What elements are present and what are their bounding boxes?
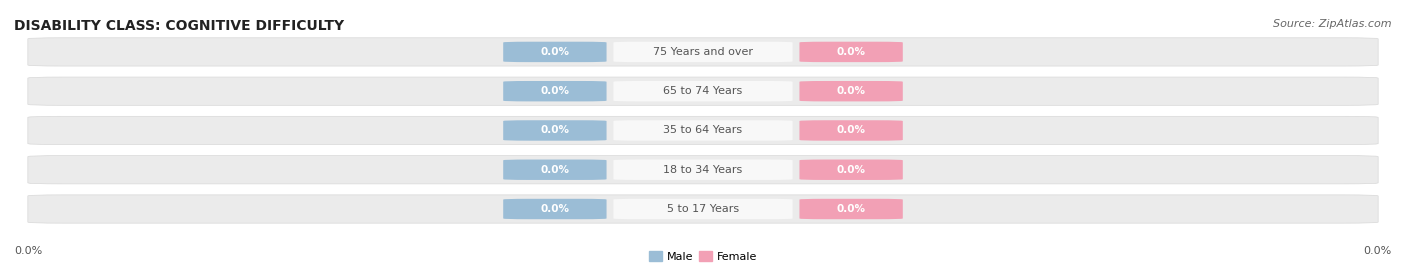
Text: 5 to 17 Years: 5 to 17 Years	[666, 204, 740, 214]
FancyBboxPatch shape	[503, 81, 606, 101]
Text: 0.0%: 0.0%	[837, 47, 866, 57]
FancyBboxPatch shape	[28, 38, 1378, 66]
FancyBboxPatch shape	[800, 120, 903, 141]
FancyBboxPatch shape	[503, 42, 606, 62]
Text: 75 Years and over: 75 Years and over	[652, 47, 754, 57]
Legend: Male, Female: Male, Female	[644, 247, 762, 266]
Text: DISABILITY CLASS: COGNITIVE DIFFICULTY: DISABILITY CLASS: COGNITIVE DIFFICULTY	[14, 19, 344, 33]
FancyBboxPatch shape	[503, 199, 606, 219]
FancyBboxPatch shape	[800, 160, 903, 180]
Text: 0.0%: 0.0%	[1364, 246, 1392, 256]
Text: 0.0%: 0.0%	[540, 125, 569, 136]
FancyBboxPatch shape	[613, 199, 793, 219]
Text: 0.0%: 0.0%	[837, 86, 866, 96]
Text: 0.0%: 0.0%	[837, 125, 866, 136]
Text: 35 to 64 Years: 35 to 64 Years	[664, 125, 742, 136]
FancyBboxPatch shape	[800, 81, 903, 101]
Text: 0.0%: 0.0%	[540, 47, 569, 57]
FancyBboxPatch shape	[613, 42, 793, 62]
Text: 18 to 34 Years: 18 to 34 Years	[664, 165, 742, 175]
FancyBboxPatch shape	[28, 195, 1378, 223]
Text: Source: ZipAtlas.com: Source: ZipAtlas.com	[1274, 19, 1392, 29]
FancyBboxPatch shape	[28, 77, 1378, 105]
Text: 0.0%: 0.0%	[14, 246, 42, 256]
FancyBboxPatch shape	[613, 160, 793, 180]
FancyBboxPatch shape	[503, 120, 606, 141]
FancyBboxPatch shape	[503, 160, 606, 180]
FancyBboxPatch shape	[613, 120, 793, 141]
Text: 0.0%: 0.0%	[837, 165, 866, 175]
FancyBboxPatch shape	[800, 199, 903, 219]
FancyBboxPatch shape	[800, 42, 903, 62]
Text: 0.0%: 0.0%	[540, 204, 569, 214]
Text: 0.0%: 0.0%	[540, 165, 569, 175]
FancyBboxPatch shape	[28, 155, 1378, 184]
FancyBboxPatch shape	[28, 116, 1378, 145]
FancyBboxPatch shape	[613, 81, 793, 101]
Text: 65 to 74 Years: 65 to 74 Years	[664, 86, 742, 96]
Text: 0.0%: 0.0%	[540, 86, 569, 96]
Text: 0.0%: 0.0%	[837, 204, 866, 214]
